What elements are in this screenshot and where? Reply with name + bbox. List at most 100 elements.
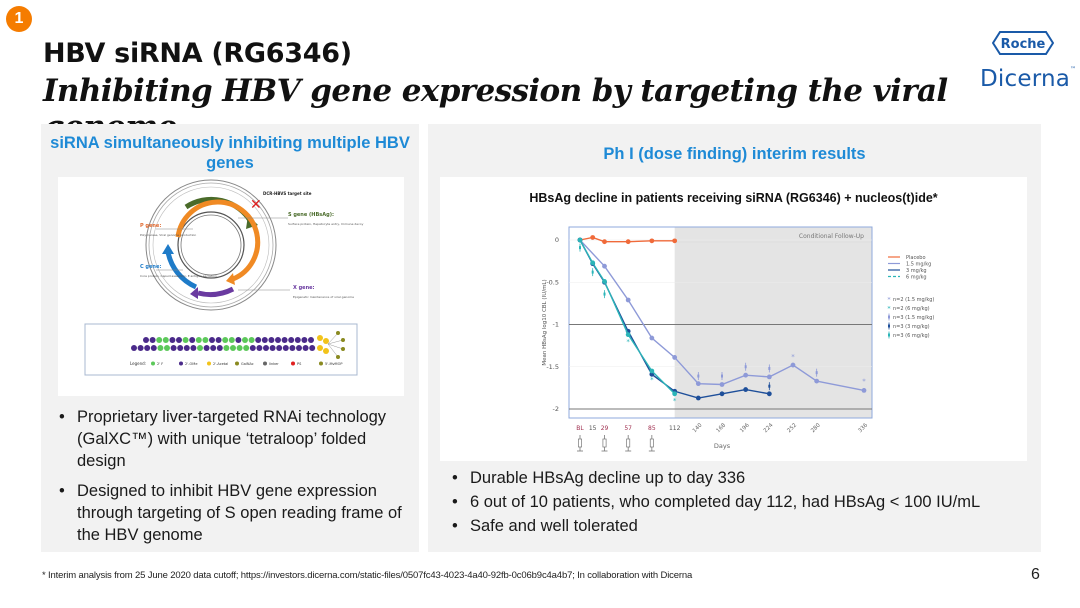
left-bullet: Proprietary liver-targeted RNAi technolo… [57, 406, 407, 472]
data-point [743, 387, 749, 392]
legend-entry: Placebo [906, 255, 926, 261]
follow-up-region [674, 227, 872, 418]
y-tick-label: -0.5 [546, 278, 559, 286]
sirna-bead-acetal [317, 345, 323, 351]
sirna-bead [275, 337, 281, 343]
data-point [602, 263, 607, 269]
sirna-legend-item: 2'-Acetal [213, 362, 228, 366]
sirna-legend-item: 2' F [157, 362, 163, 366]
sirna-legend-item: linker [269, 362, 279, 366]
sirna-bead [144, 345, 151, 351]
sirna-bead [230, 345, 236, 351]
sirna-legend-item: 5'-MvMOP [325, 362, 342, 366]
sirna-bead [248, 337, 255, 343]
dicerna-logo-text: Dicerna [980, 66, 1071, 92]
sirna-bead [301, 337, 308, 343]
series-line-6-mg-kg [579, 239, 676, 395]
sirna-bead [288, 337, 295, 343]
sirna-bead [209, 337, 215, 343]
c-gene-desc: Core protein, Capsid assembly, E antigen… [140, 274, 217, 278]
data-point [625, 239, 631, 245]
n-annotation-bar-icon [579, 243, 581, 252]
sirna-bead [282, 345, 289, 351]
n-annotation-bar-icon [744, 362, 747, 371]
x-tick-label: 112 [669, 425, 681, 432]
right-bullet: Durable HBsAg decline up to day 336 [450, 467, 1035, 489]
right-panel: Ph I (dose finding) interim results HBsA… [428, 124, 1041, 552]
slide-title: HBV siRNA (RG6346) [43, 38, 352, 69]
sirna-bead [235, 337, 242, 343]
data-point [625, 332, 631, 338]
data-point [649, 238, 655, 244]
series-line-1-5-mg-kg [579, 239, 865, 392]
legend-swatch [179, 361, 183, 366]
p-gene-arc [175, 199, 261, 282]
roche-logo-text: Roche [1001, 37, 1046, 52]
syringe-dose-icon [648, 435, 655, 452]
sirna-structure [131, 331, 345, 359]
legend-swatch [263, 361, 267, 366]
x-tick-label: 196 [739, 422, 751, 434]
legend-swatch [151, 361, 155, 366]
x-tick-label: 252 [786, 422, 798, 434]
sirna-bead [170, 345, 177, 351]
data-point [743, 372, 749, 378]
n-annotation-bar-icon [768, 364, 771, 373]
legend-entry: 1.5 mg/kg [906, 262, 931, 268]
sirna-bead [236, 345, 243, 351]
syringe-dose-icon [601, 435, 608, 452]
left-panel-heading: siRNA simultaneously inhibiting multiple… [50, 134, 410, 172]
sirna-bead [294, 337, 301, 343]
syringe-dose-icon [625, 435, 632, 452]
y-tick-label: 0 [555, 236, 559, 244]
sirna-bead-acetal [323, 338, 329, 344]
n-annotation-star-icon: * [650, 376, 654, 384]
slide-number-badge: 1 [6, 6, 32, 32]
sirna-bead [169, 337, 176, 343]
sirna-bead [276, 345, 283, 351]
x-tick-label: 140 [692, 422, 704, 434]
hbv-genome-diagram: ✕ DCR-HBVS target site P gene: Polymeras… [84, 179, 364, 376]
n-annotation-star-icon: * [791, 353, 795, 361]
sirna-bead [222, 337, 229, 343]
plot-frame [568, 226, 873, 419]
data-point [590, 235, 596, 240]
sirna-bead [249, 345, 256, 351]
c-gene-arc [165, 251, 198, 290]
right-panel-heading: Ph I (dose finding) interim results [603, 145, 866, 163]
data-point [790, 362, 796, 368]
right-bullet: Safe and well tolerated [450, 515, 1035, 537]
chart-title: HBsAg decline in patients receiving siRN… [529, 191, 938, 205]
sirna-bead [242, 337, 248, 343]
x-tick-label: 29 [601, 425, 609, 432]
n-annotation-bar-icon [697, 372, 700, 381]
legend-entry: 3 mg/kg [906, 268, 927, 274]
sirna-bead [162, 337, 169, 343]
legend-entry: 6 mg/kg [906, 275, 927, 281]
legend-star-icon: * [887, 305, 891, 313]
sirna-bead [268, 337, 275, 343]
sirna-bead [190, 345, 197, 351]
data-point [672, 391, 678, 397]
n-annotation-star-icon: * [673, 397, 677, 405]
dicerna-tm: ™ [1070, 66, 1077, 73]
hbv-genome-figure: ✕ DCR-HBVS target site P gene: Polymeras… [58, 177, 404, 396]
x-tick-label: 168 [715, 422, 727, 434]
right-bullet: 6 out of 10 patients, who completed day … [450, 491, 1035, 513]
sirna-bead [150, 345, 157, 351]
sirna-legend: 2' F 2'-OMe 2'-Acetal GalNAc linker PS 5'-MvMO… [151, 361, 342, 366]
sirna-bead [216, 345, 223, 351]
sirna-bead-acetal [317, 335, 323, 341]
sirna-bead-acetal [323, 348, 329, 354]
data-point [695, 381, 701, 387]
right-bullet-list: Durable HBsAg decline up to day 336 6 ou… [450, 467, 1035, 539]
y-tick-label: -2 [553, 405, 559, 413]
sirna-bead [255, 337, 262, 343]
sirna-bead [182, 337, 189, 343]
sirna-bead [177, 345, 184, 351]
legend-entry: n=3 (1.5 mg/kg) [893, 315, 934, 321]
sirna-bead [215, 337, 222, 343]
sirna-legend-item: 2'-OMe [185, 362, 197, 366]
data-point [602, 239, 607, 245]
left-bullet: Designed to inhibit HBV gene expression … [57, 480, 407, 546]
